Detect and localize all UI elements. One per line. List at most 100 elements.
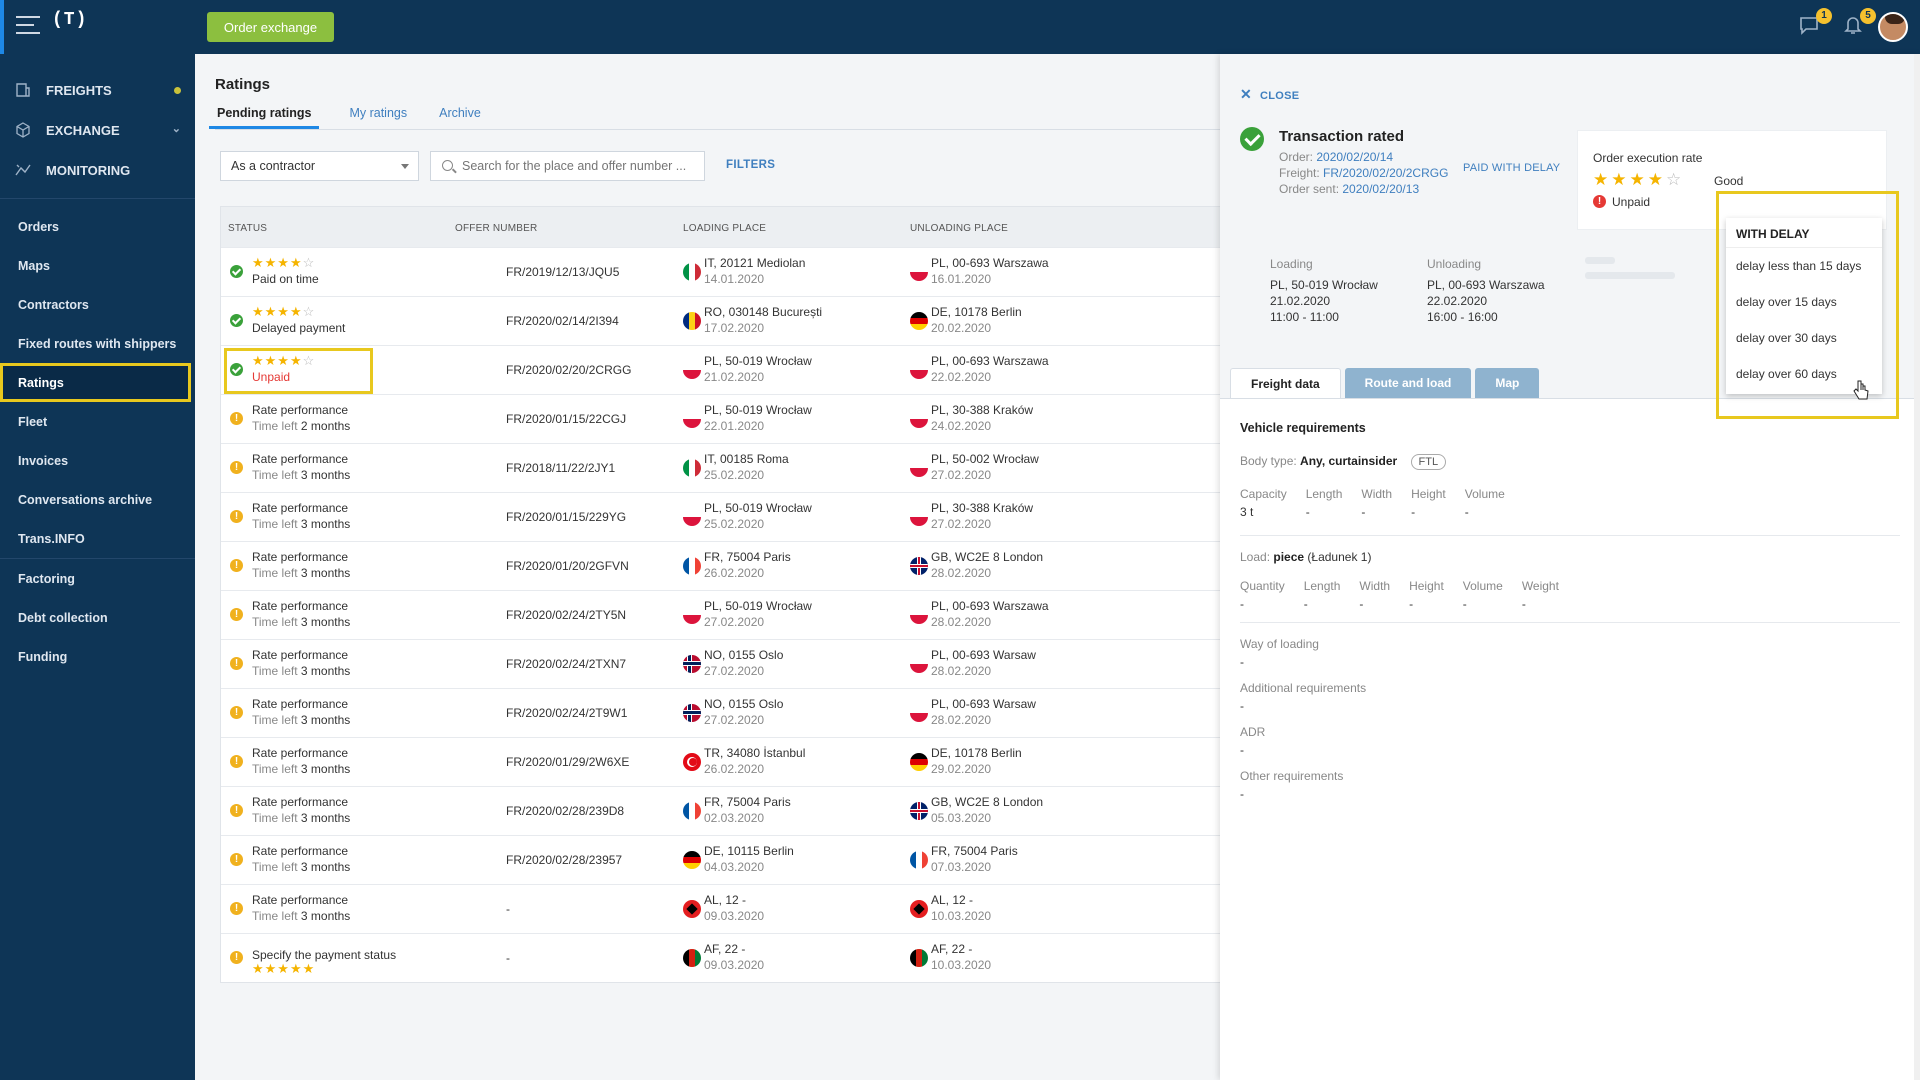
- time-left: Time left 3 months: [252, 860, 350, 874]
- status-title[interactable]: Rate performance: [252, 648, 349, 662]
- delay-option-over-60[interactable]: delay over 60 days: [1736, 367, 1837, 381]
- search-input[interactable]: [430, 151, 705, 181]
- time-left-value: 3 months: [300, 713, 351, 727]
- delay-option-over-30[interactable]: delay over 30 days: [1736, 331, 1837, 345]
- time-left-label: Time left: [252, 615, 298, 629]
- table-row[interactable]: Rate performance Time left 3 months FR/202…: [221, 639, 1220, 688]
- table-row[interactable]: Rate performance Time left 3 months FR/202…: [221, 737, 1220, 786]
- unloading-date: 28.02.2020: [931, 566, 992, 580]
- tab-archive[interactable]: Archive: [439, 106, 481, 120]
- status-title[interactable]: Rate performance: [252, 403, 349, 417]
- status-title[interactable]: Rate performance: [252, 795, 349, 809]
- sidebar-item-fleet[interactable]: Fleet: [18, 414, 48, 429]
- notifications-icon[interactable]: 5: [1842, 8, 1876, 40]
- ratings-table: STATUS OFFER NUMBER LOADING PLACE UNLOAD…: [220, 206, 1220, 983]
- delay-dropdown: WITH DELAY delay less than 15 days delay…: [1726, 218, 1882, 394]
- tab-pending-ratings[interactable]: Pending ratings: [209, 106, 320, 129]
- table-row[interactable]: Rate performance Time left 3 months FR/201…: [221, 443, 1220, 492]
- table-row[interactable]: Rate performance Time left 3 months FR/202…: [221, 786, 1220, 835]
- sidebar-item-invoices[interactable]: Invoices: [18, 453, 69, 468]
- sidebar-item-monitoring[interactable]: MONITORING: [0, 150, 195, 190]
- vehicle-height: Height -: [1411, 487, 1446, 519]
- order-exchange-button[interactable]: Order exchange: [207, 12, 334, 42]
- status-title[interactable]: Rate performance: [252, 452, 349, 466]
- status-title[interactable]: Rate performance: [252, 550, 349, 564]
- field-label: ADR: [1240, 725, 1266, 739]
- table-row[interactable]: Rate performance Time left 2 months FR/202…: [221, 394, 1220, 443]
- column-loading-place[interactable]: LOADING PLACE: [683, 223, 767, 234]
- tab-map[interactable]: Map: [1475, 368, 1540, 398]
- paid-with-delay-button[interactable]: PAID WITH DELAY: [1463, 162, 1561, 174]
- tab-route-and-load[interactable]: Route and load: [1344, 368, 1472, 398]
- column-unloading-place[interactable]: UNLOADING PLACE: [910, 223, 1009, 234]
- sidebar-item-trans-info[interactable]: Trans.INFO: [18, 531, 85, 546]
- field-label: Weight: [1521, 579, 1559, 593]
- load-note: (Ładunek 1): [1307, 550, 1372, 564]
- warning-icon: [230, 853, 243, 866]
- tabs-divider: [215, 129, 1220, 130]
- table-row[interactable]: Rate performance Time left 3 months FR/202…: [221, 541, 1220, 590]
- unloading-place: PL, 50-002 Wrocław: [931, 452, 1039, 466]
- sidebar-item-ratings[interactable]: Ratings: [0, 363, 191, 402]
- tab-freight-data[interactable]: Freight data: [1230, 368, 1341, 399]
- column-offer-number[interactable]: OFFER NUMBER: [455, 223, 538, 234]
- tab-my-ratings[interactable]: My ratings: [349, 106, 408, 120]
- sidebar-item-funding[interactable]: Funding: [18, 649, 68, 664]
- time-left-label: Time left: [252, 566, 298, 580]
- order-link[interactable]: 2020/02/20/14: [1316, 150, 1394, 164]
- vehicle-capacity: Capacity 3 t: [1240, 487, 1287, 519]
- unloading-date: 24.02.2020: [931, 419, 992, 433]
- status-title[interactable]: Rate performance: [252, 746, 349, 760]
- status-title[interactable]: Rate performance: [252, 501, 349, 515]
- unloading-place: DE, 10178 Berlin: [931, 746, 1022, 760]
- menu-icon[interactable]: [16, 16, 40, 36]
- order-sent-link[interactable]: 2020/02/20/13: [1342, 182, 1420, 196]
- panel-scrollbar[interactable]: [1914, 54, 1920, 1080]
- filters-button[interactable]: FILTERS: [726, 159, 776, 171]
- sidebar-item-debt-collection[interactable]: Debt collection: [18, 610, 108, 625]
- table-row[interactable]: ★★★★☆ Delayed payment FR/2020/02/14/2I394 R…: [221, 296, 1220, 345]
- vehicle-volume: Volume -: [1465, 487, 1505, 519]
- sidebar-item-contractors[interactable]: Contractors: [18, 297, 89, 312]
- rating-stars[interactable]: ★★★★★: [252, 961, 316, 976]
- sidebar-item-maps[interactable]: Maps: [18, 258, 50, 273]
- warning-icon: [230, 706, 243, 719]
- other-requirements: Other requirements -: [1240, 769, 1343, 801]
- sidebar-item-freights[interactable]: FREIGHTS: [0, 70, 195, 110]
- loading-place: DE, 10115 Berlin: [704, 844, 794, 858]
- status-title[interactable]: Rate performance: [252, 599, 349, 613]
- freight-link[interactable]: FR/2020/02/20/2CRGG: [1323, 166, 1449, 180]
- table-row[interactable]: Rate performance Time left 3 months FR/202…: [221, 492, 1220, 541]
- table-row[interactable]: Rate performance Time left 3 months FR/202…: [221, 590, 1220, 639]
- offer-number: FR/2020/01/20/2GFVN: [506, 559, 629, 573]
- table-row[interactable]: Rate performance Time left 3 months FR/202…: [221, 688, 1220, 737]
- field-label: Width: [1359, 579, 1391, 593]
- messages-icon[interactable]: 1: [1798, 8, 1832, 40]
- sidebar-item-factoring[interactable]: Factoring: [18, 571, 75, 586]
- sidebar-item-fixed-routes[interactable]: Fixed routes with shippers: [18, 336, 177, 351]
- status-title[interactable]: Rate performance: [252, 893, 349, 907]
- user-avatar[interactable]: [1878, 12, 1908, 42]
- time-left: Time left 3 months: [252, 664, 350, 678]
- warning-icon: [230, 804, 243, 817]
- table-row[interactable]: Rate performance Time left 3 months - AL, 1…: [221, 884, 1220, 933]
- unloading-place: PL, 00-693 Warsaw: [931, 697, 1036, 711]
- sidebar-item-exchange[interactable]: EXCHANGE ⌄: [0, 110, 195, 150]
- time-left-value: 3 months: [300, 811, 351, 825]
- delay-option-less-15[interactable]: delay less than 15 days: [1736, 259, 1862, 273]
- close-button[interactable]: ✕ CLOSE: [1240, 86, 1299, 103]
- delay-option-over-15[interactable]: delay over 15 days: [1736, 295, 1837, 309]
- time-left-value: 3 months: [300, 566, 351, 580]
- app-logo[interactable]: (T): [52, 10, 88, 30]
- sidebar-item-orders[interactable]: Orders: [18, 219, 59, 234]
- sidebar-item-conversations-archive[interactable]: Conversations archive: [18, 492, 153, 507]
- status-title[interactable]: Rate performance: [252, 697, 349, 711]
- table-row[interactable]: ★★★★☆ Unpaid FR/2020/02/20/2CRGG PL, 50-019…: [221, 345, 1220, 394]
- role-select[interactable]: As a contractor: [220, 151, 419, 181]
- table-row[interactable]: Specify the payment status★★★★★ - AF, 22 -…: [221, 933, 1220, 982]
- status-title[interactable]: Rate performance: [252, 844, 349, 858]
- table-row[interactable]: Rate performance Time left 3 months FR/202…: [221, 835, 1220, 884]
- column-status[interactable]: STATUS: [228, 223, 268, 234]
- sidebar-main-section: FREIGHTS EXCHANGE ⌄ MONITORING: [0, 54, 195, 190]
- table-row[interactable]: ★★★★☆ Paid on time FR/2019/12/13/JQU5 IT, 2…: [221, 247, 1220, 296]
